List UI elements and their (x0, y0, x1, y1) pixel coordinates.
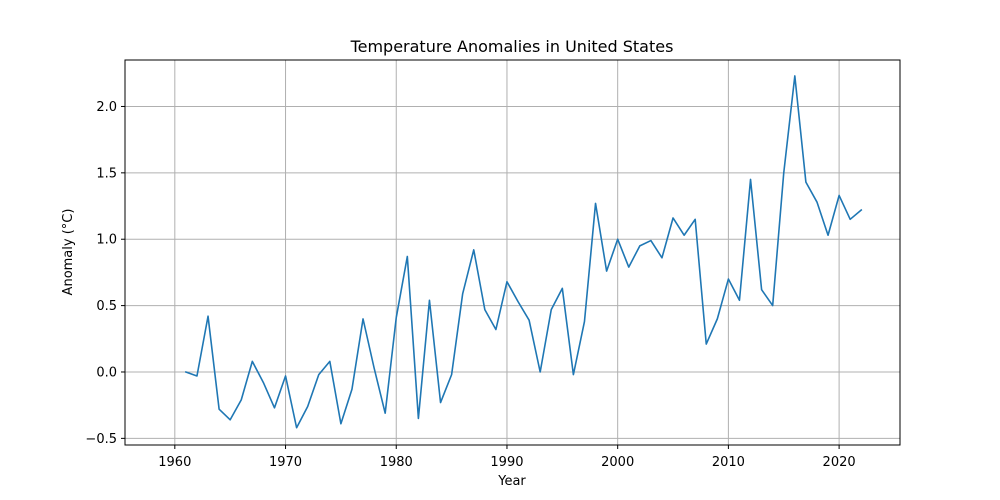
grid-lines (125, 60, 900, 445)
chart-title: Temperature Anomalies in United States (350, 37, 674, 56)
x-tick-label: 2010 (712, 455, 745, 470)
y-tick-label: 0.0 (96, 365, 117, 380)
axis-ticks: 1960 1970 1980 1990 2000 2010 2020 −0.5 0.0 0.5 1.… (85, 100, 855, 470)
y-tick-label: −0.5 (85, 432, 117, 447)
y-tick-label: 2.0 (96, 100, 117, 115)
y-tick-label: 1.5 (96, 166, 117, 181)
x-tick-label: 1970 (269, 455, 302, 470)
x-tick-label: 1990 (490, 455, 523, 470)
x-axis-label: Year (497, 474, 526, 489)
series-layer (184, 75, 863, 429)
y-tick-label: 1.0 (96, 233, 117, 248)
plot-frame (124, 59, 901, 446)
y-tick-label: 0.5 (96, 299, 117, 314)
x-tick-label: 1960 (158, 455, 191, 470)
x-tick-label: 1980 (380, 455, 413, 470)
x-tick-label: 2020 (823, 455, 856, 470)
series-line (184, 75, 863, 429)
x-tick-label: 2000 (601, 455, 634, 470)
y-axis-label: Anomaly (°C) (61, 209, 76, 296)
